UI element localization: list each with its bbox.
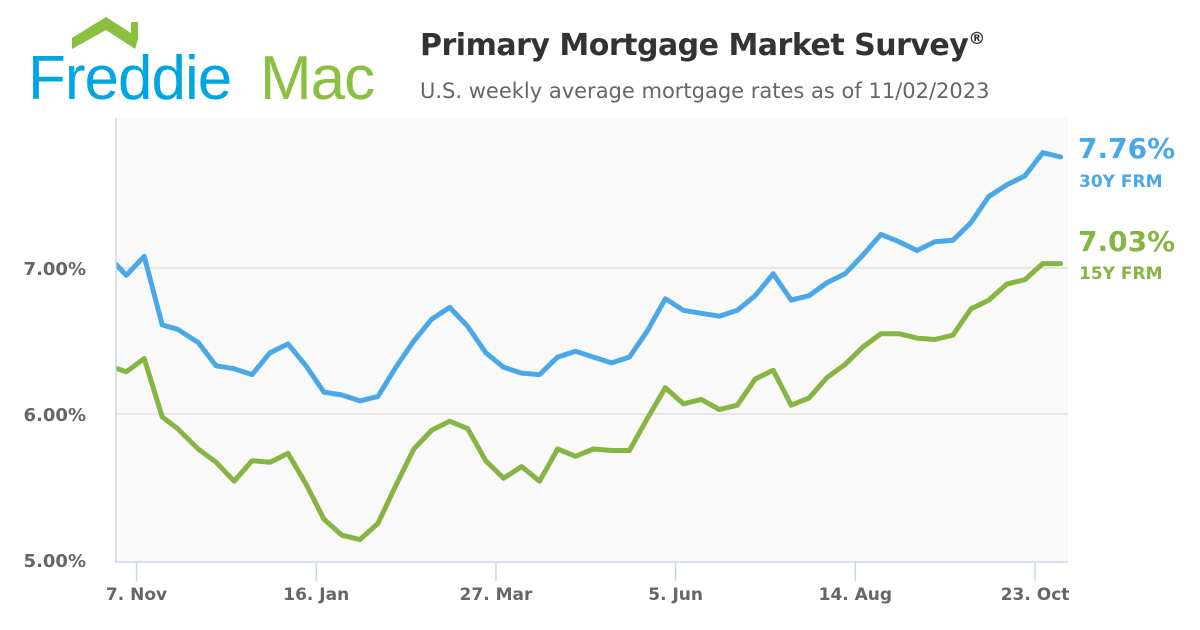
15y-rate-value: 7.03% bbox=[1078, 225, 1176, 258]
30y-rate-value: 7.76% bbox=[1078, 132, 1176, 165]
x-tick-label: 16. Jan bbox=[283, 585, 349, 605]
15y-series-label: 15Y FRM bbox=[1079, 264, 1163, 284]
chart-subtitle: U.S. weekly average mortgage rates as of… bbox=[420, 79, 990, 103]
chart-title: Primary Mortgage Market Survey® bbox=[420, 28, 985, 63]
x-tick-label: 23. Oct bbox=[1001, 585, 1070, 605]
series-line-15y-frm bbox=[116, 261, 1064, 543]
logo-roof-icon bbox=[72, 17, 138, 49]
30y-series-label: 30Y FRM bbox=[1079, 172, 1163, 192]
y-tick-label: 6.00% bbox=[24, 405, 86, 426]
plot-background bbox=[116, 118, 1068, 562]
freddie-mac-logo: Freddie Mac bbox=[28, 17, 375, 109]
y-tick-label: 5.00% bbox=[24, 551, 86, 572]
svg-text:Freddie: Freddie bbox=[28, 44, 231, 109]
svg-text:Mac: Mac bbox=[260, 44, 374, 109]
x-tick-label: 7. Nov bbox=[106, 585, 167, 605]
y-tick-label: 7.00% bbox=[24, 259, 86, 280]
x-tick-label: 27. Mar bbox=[460, 585, 533, 605]
series-line-30y-frm bbox=[116, 150, 1064, 404]
x-tick-label: 5. Jun bbox=[648, 585, 703, 605]
x-tick-label: 14. Aug bbox=[819, 585, 892, 605]
